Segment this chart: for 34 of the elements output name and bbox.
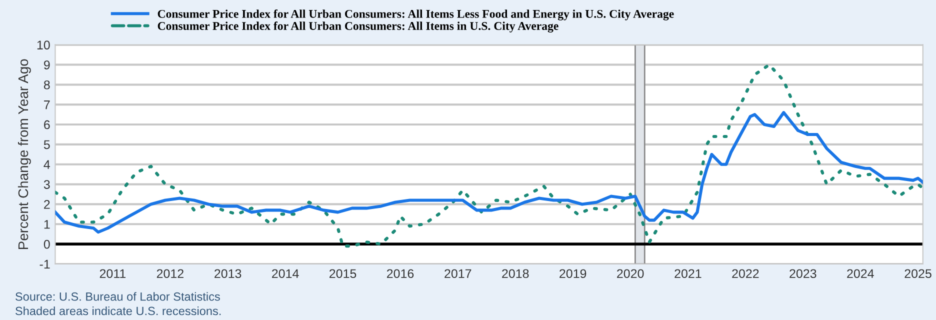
y-tick-label: 7 (44, 100, 50, 110)
y-tick-label: 9 (44, 60, 50, 70)
x-tick-label: 2012 (156, 269, 184, 278)
x-tick-label: 2016 (386, 269, 414, 278)
y-tick-label: 10 (37, 40, 50, 50)
y-tick-label: 4 (44, 160, 50, 169)
legend-label: Consumer Price Index for All Urban Consumers: All Items in U.S. City Average (158, 22, 558, 32)
x-tick-label: 2017 (444, 269, 472, 278)
text: Shaded areas indicate U.S. recessions. (16, 306, 221, 316)
x-tick-label: 2014 (272, 269, 299, 278)
x-tick-label: 2021 (674, 269, 702, 278)
x-tick-label: 2023 (790, 269, 816, 278)
x-tick-label: 2025 (904, 269, 932, 278)
x-tick-label: 2024 (847, 269, 874, 278)
y-tick-label: 1 (44, 220, 50, 229)
y-tick-label: 0 (44, 240, 50, 249)
x-tick-label: 2018 (502, 269, 529, 278)
x-tick-label: 2013 (214, 269, 242, 278)
line-series (55, 63, 923, 248)
y-tick-label: 6 (44, 120, 50, 130)
x-tick-label: 2015 (329, 269, 356, 278)
y-tick-label: -1 (40, 260, 50, 269)
y-tick-label: 3 (44, 180, 50, 189)
y-axis-title: Percent Change from Year Ago (18, 59, 31, 250)
x-tick-label: 2019 (560, 269, 586, 278)
x-tick-label: 2011 (100, 269, 126, 278)
y-tick-label: 2 (44, 200, 50, 209)
source-note: Source: U.S. Bureau of Labor Statistics (16, 292, 220, 301)
line-series (55, 111, 923, 234)
y-tick-label: 5 (44, 140, 50, 150)
x-tick-label: 2022 (732, 269, 759, 278)
y-tick-label: 8 (44, 80, 50, 90)
x-tick-label: 2020 (617, 269, 644, 278)
legend-label: Consumer Price Index for All Urban Consumers: All Items Less Food and Energy in U.S. City Average (158, 9, 674, 20)
